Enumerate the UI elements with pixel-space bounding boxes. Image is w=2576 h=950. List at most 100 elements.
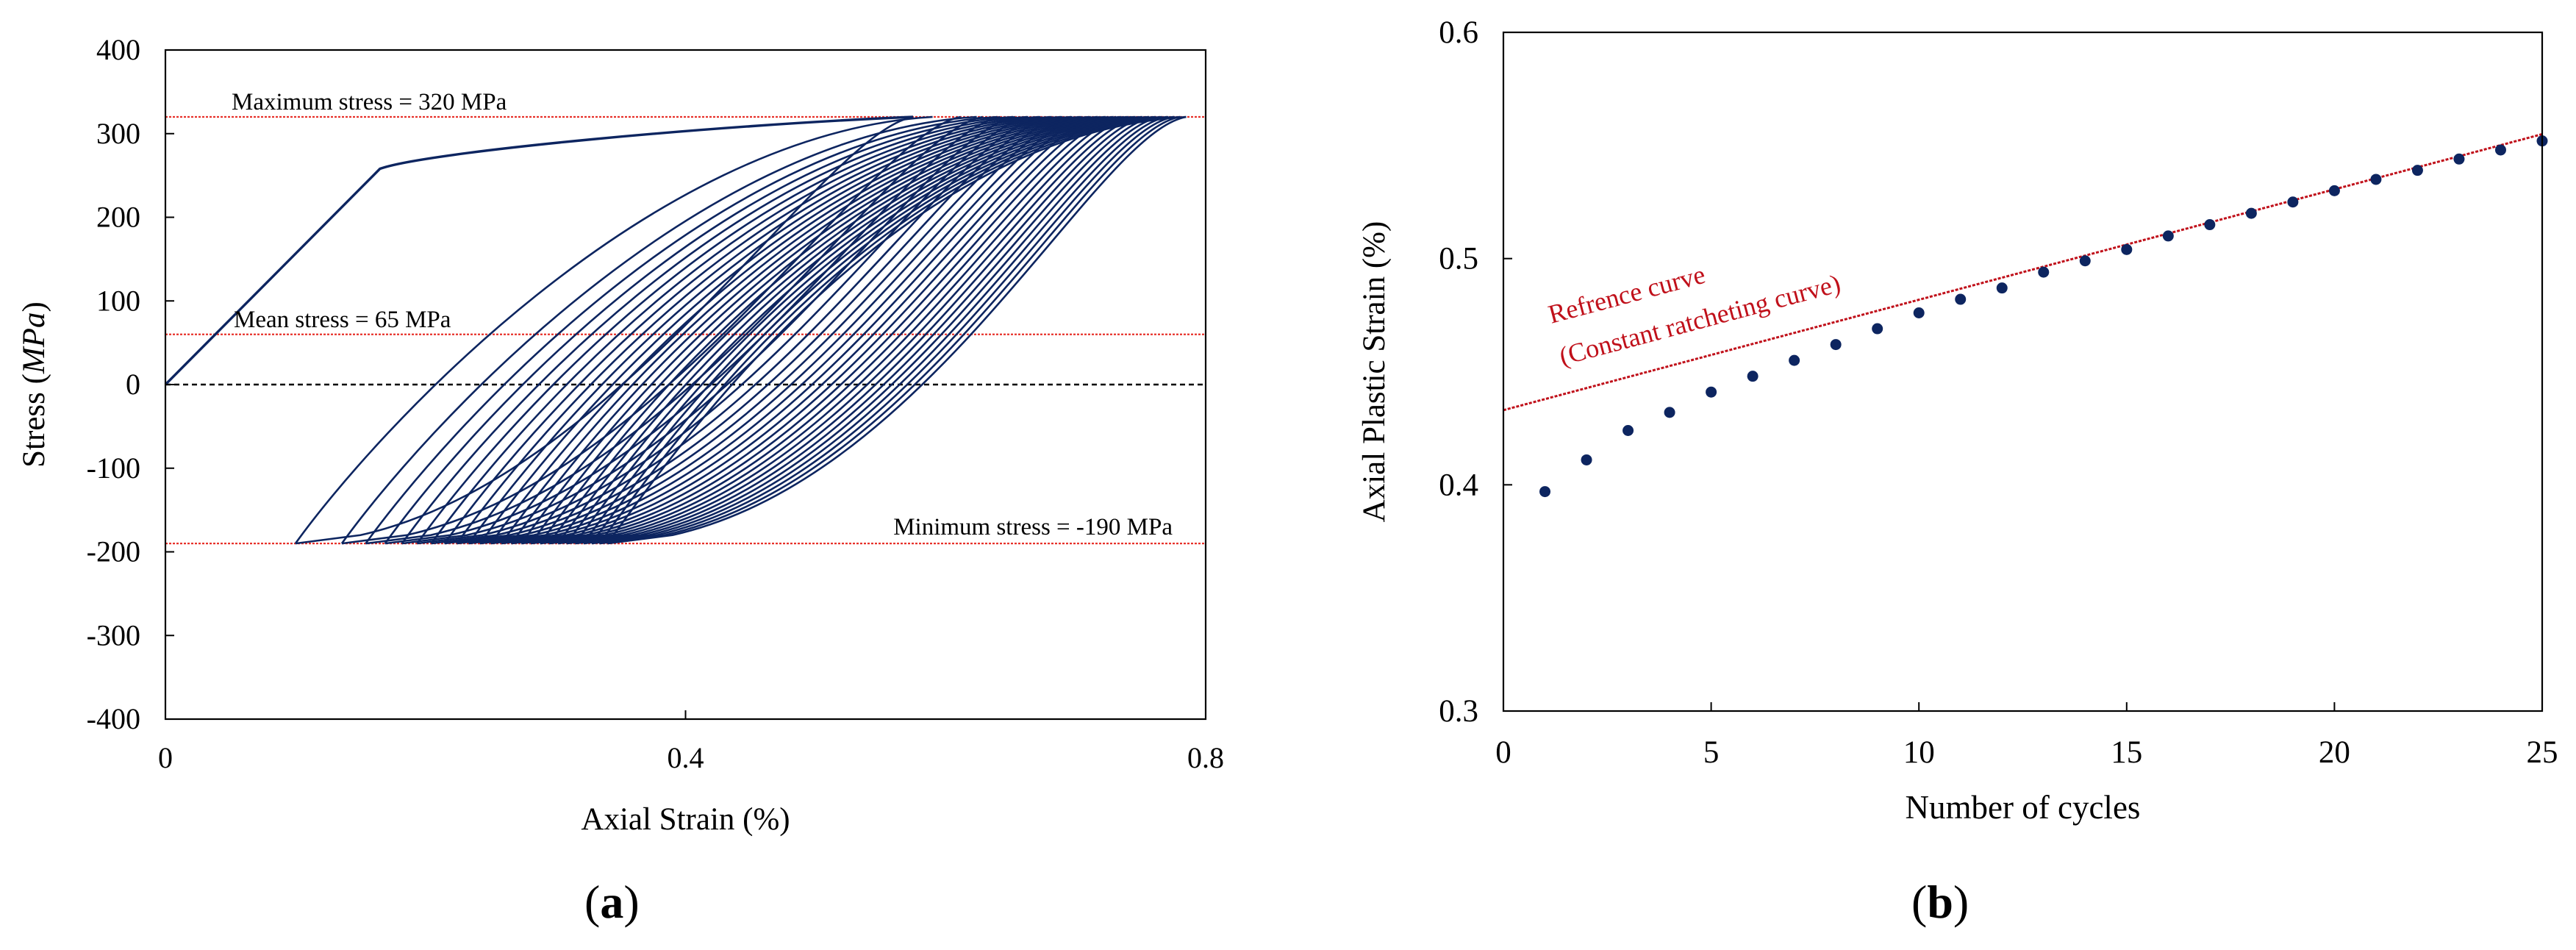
reloading-curve (607, 115, 1187, 544)
data-point (1789, 354, 1800, 366)
y-tick-label: 0 (126, 368, 140, 401)
reloading-curve (557, 115, 1150, 544)
data-point (2328, 185, 2340, 196)
data-point (2370, 174, 2382, 185)
data-point (1622, 424, 1634, 436)
reloading-curve (468, 115, 1081, 544)
unloading-curve (566, 115, 1153, 545)
unloading-curve (548, 115, 1139, 545)
reloading-curve (456, 115, 1072, 544)
mean-stress-label: Mean stress = 65 MPa (234, 307, 451, 333)
min-stress-label: Minimum stress = -190 MPa (893, 514, 1173, 540)
unloading-curve (599, 115, 1181, 545)
reloading-curve (510, 115, 1114, 544)
x-tick-label: 10 (1903, 735, 1935, 770)
y-tick-label: 300 (96, 117, 140, 150)
reloading-curve (582, 115, 1169, 544)
data-point (2287, 196, 2299, 208)
data-point (1747, 371, 1759, 382)
y-tick-label: -100 (87, 451, 140, 485)
y-tick-label: 0.6 (1439, 15, 1478, 50)
data-point (1913, 307, 1925, 319)
x-axis-label: Number of cycles (1906, 789, 2141, 826)
unloading-curve (501, 115, 1100, 545)
unloading-curve (431, 115, 1041, 545)
unloading-curve (520, 115, 1117, 545)
chart-a: Maximum stress = 320 MPa Mean stress = 65… (17, 33, 1224, 837)
panel-label-a: (a) (584, 876, 640, 928)
y-tick-label: 0.4 (1439, 468, 1478, 502)
data-point (2411, 165, 2423, 176)
y-tick-label: -400 (87, 702, 140, 735)
reloading-curve (340, 115, 977, 544)
x-tick-label: 20 (2319, 735, 2350, 770)
reference-curve-line (1503, 133, 2543, 412)
chart-b: Refrence curve(Constant ratcheting curve… (1357, 15, 2558, 826)
reloading-curve (430, 115, 1051, 544)
y-tick-label: 200 (96, 201, 140, 234)
x-tick-label: 15 (2111, 735, 2142, 770)
data-point (1706, 386, 1717, 398)
reloading-curve (530, 115, 1128, 544)
x-tick-label: 5 (1703, 735, 1720, 770)
unloading-curve (457, 115, 1063, 545)
x-tick-label: 0.4 (668, 741, 704, 774)
reloading-curve (490, 115, 1098, 544)
reloading-curve (590, 115, 1175, 544)
y-axis-label: Stress (MPa) (17, 301, 51, 468)
y-tick-label: 100 (96, 284, 140, 317)
reloading-curve (479, 115, 1090, 544)
reloading-curve (294, 115, 933, 544)
reloading-curve (520, 115, 1122, 544)
data-point (2079, 255, 2091, 267)
reloading-curve (401, 115, 1028, 544)
x-tick-label: 0.8 (1187, 741, 1224, 774)
unloading-curve (607, 115, 1187, 545)
reloading-curve (500, 115, 1106, 544)
y-tick-label: -200 (87, 535, 140, 568)
reloading-curve (548, 115, 1142, 544)
data-point (1872, 323, 1883, 335)
data-point (1996, 282, 2008, 294)
reloading-curve (384, 115, 1014, 544)
x-tick-label: 0 (1495, 735, 1511, 770)
plot-frame (1502, 31, 2544, 712)
unloading-curve (583, 115, 1167, 545)
reloading-curve (565, 115, 1156, 544)
y-tick-label: 0.3 (1439, 694, 1478, 729)
unloading-curve (530, 115, 1125, 545)
unloading-curve (557, 115, 1147, 545)
x-tick-label: 0 (158, 741, 173, 774)
y-tick-label: 0.5 (1439, 242, 1478, 276)
unloading-curve (511, 115, 1109, 545)
data-point (2453, 153, 2465, 165)
x-tick-label: 25 (2527, 735, 2558, 770)
panel-label-b: (b) (1911, 876, 1969, 928)
reloading-curve (416, 115, 1040, 544)
reloading-curve (574, 115, 1162, 544)
data-point (2494, 144, 2506, 156)
data-point (2245, 207, 2257, 219)
data-point (1830, 339, 1842, 351)
reloading-curve (539, 115, 1136, 544)
unloading-curve (575, 115, 1161, 545)
data-point (1581, 454, 1592, 465)
y-tick-label: 400 (96, 33, 140, 66)
x-axis-label: Axial Strain (%) (581, 802, 790, 837)
unloading-curve (540, 115, 1132, 545)
data-point (1664, 407, 1675, 418)
hysteresis-loops (164, 115, 1187, 545)
data-point (1955, 293, 1967, 305)
reloading-curve (443, 115, 1062, 544)
data-point (2162, 230, 2174, 242)
reloading-curve (598, 115, 1181, 544)
data-point (2204, 219, 2216, 231)
data-point (1539, 486, 1551, 498)
max-stress-label: Maximum stress = 320 MPa (232, 89, 507, 115)
y-tick-label: -300 (87, 618, 140, 651)
unloading-curve (591, 115, 1174, 545)
y-axis-label: Axial Plastic Strain (%) (1357, 221, 1392, 523)
data-point (2121, 243, 2133, 255)
initial-loading-curve (164, 115, 914, 386)
